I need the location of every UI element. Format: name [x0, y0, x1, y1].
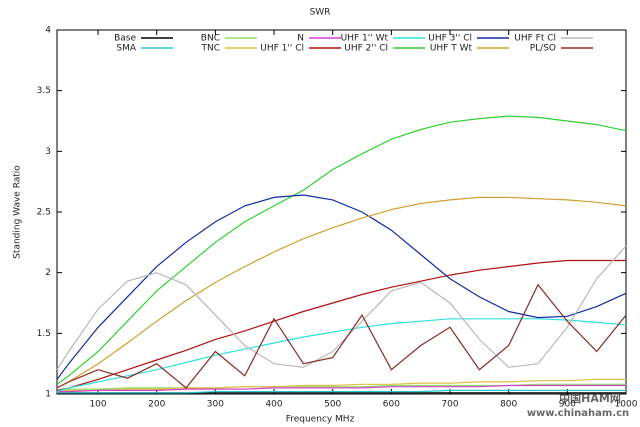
x-tick-label: 300: [207, 400, 224, 410]
legend-label: UHF T Wt: [430, 44, 473, 54]
y-tick-label: 3: [45, 147, 51, 157]
x-tick-label: 400: [265, 400, 282, 410]
y-tick-label: 3.5: [37, 86, 51, 96]
y-tick-label: 2: [45, 268, 51, 278]
y-tick-label: 1: [45, 390, 51, 400]
legend-label: Base: [114, 34, 136, 44]
legend-label: UHF 3'' Cl: [428, 34, 472, 44]
series-line: [56, 115, 627, 385]
series-line: [56, 245, 627, 371]
watermark: www.chinaham.cn: [527, 408, 629, 419]
series-line: [56, 196, 627, 389]
legend-label: UHF 1'' Wt: [341, 34, 389, 44]
legend-label: UHF 1'' Cl: [260, 44, 304, 54]
series-line: [56, 194, 627, 380]
legend-label: PL/SO: [530, 44, 556, 54]
legend-label: BNC: [201, 34, 220, 44]
series-line: [56, 283, 627, 389]
x-tick-label: 1000: [615, 400, 638, 410]
y-tick-label: 1.5: [37, 329, 51, 339]
series-line: [56, 383, 626, 391]
series-line: [56, 259, 626, 391]
x-tick-label: 600: [383, 400, 400, 410]
x-tick-label: 100: [89, 400, 106, 410]
x-tick-label: 900: [559, 400, 576, 410]
series-line: [56, 378, 626, 393]
legend-label: TNC: [200, 44, 220, 54]
y-tick-label: 2.5: [37, 208, 51, 218]
legend-label: N: [297, 34, 304, 44]
x-tick-label: 200: [148, 400, 165, 410]
y-axis-label: Standing Wave Ratio: [13, 165, 23, 259]
legend-label: UHF 2'' Cl: [344, 44, 388, 54]
plot-frame: [56, 29, 627, 395]
watermark: 中国HAM网: [559, 391, 621, 405]
y-tick-label: 4: [45, 26, 51, 36]
legend-label: SMA: [116, 44, 136, 54]
x-tick-label: 800: [500, 400, 517, 410]
series-line: [57, 389, 626, 394]
x-tick-label: 500: [324, 400, 341, 410]
chart-title: SWR: [310, 8, 331, 18]
legend-label: UHF Ft Cl: [514, 34, 556, 44]
x-axis-label: Frequency MHz: [286, 415, 355, 425]
series-line: [57, 384, 626, 393]
x-tick-label: 700: [441, 400, 458, 410]
